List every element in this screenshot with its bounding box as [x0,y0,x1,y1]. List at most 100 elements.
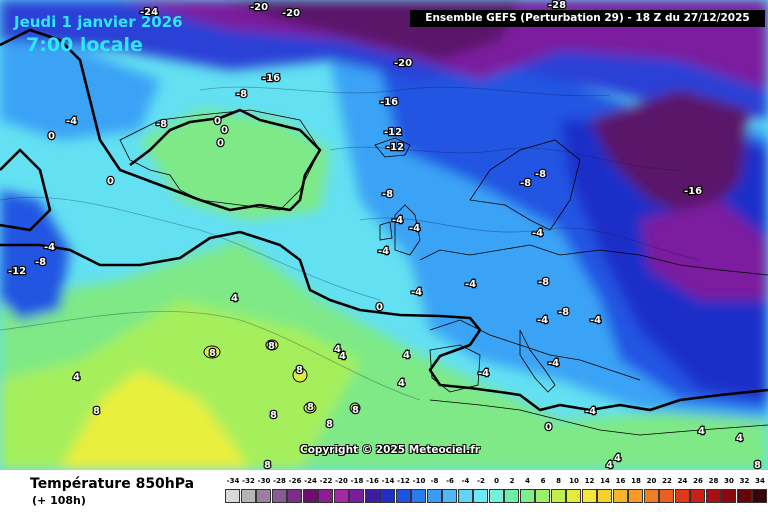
map-label: -4 [478,368,489,379]
map-label: 0 [221,125,228,136]
legend-swatch [674,489,690,503]
legend-swatch [736,489,752,503]
legend-tick: -28 [273,477,286,485]
map-label: 4 [736,433,743,444]
legend-swatch [240,489,256,503]
legend-tick: -16 [366,477,379,485]
legend-swatch [364,489,380,503]
legend-swatch [504,489,519,503]
legend-tick: 14 [600,477,610,485]
scandinavia-cold-core [590,90,750,220]
isotherm-lines [0,86,701,401]
map-label: -20 [282,8,300,19]
legend-tick: 24 [677,477,688,485]
legend-tick: -12 [397,477,410,485]
legend-swatch [225,489,240,503]
map-label: 4 [398,378,405,389]
map-label: -8 [535,169,546,180]
map-label: -4 [590,315,601,326]
legend-tick: -2 [477,477,485,485]
warm-cells [204,340,360,413]
map-label: 8 [270,410,277,421]
map-label: 0 [545,422,552,433]
legend-swatch [256,489,271,503]
legend-tick: -30 [257,477,271,485]
map-label: -4 [66,116,77,127]
map-label: -20 [250,2,268,13]
map-label: 4 [698,426,705,437]
legend-tick: 34 [755,477,765,485]
map-label: -4 [44,242,55,253]
legend-tick: -6 [446,477,454,485]
legend-swatch [752,489,767,503]
map-label: -4 [585,406,596,417]
map-label: -16 [262,73,280,84]
legend-swatch [721,489,736,503]
map-label: -4 [392,215,403,226]
legend-tick: 0 [494,477,499,485]
legend-tick: -32 [242,477,255,485]
legend-tick: -34 [226,477,240,485]
map-label: 0 [214,116,221,127]
map-label: -8 [35,257,46,268]
freezing-isotherm [0,28,768,412]
coastlines [119,109,768,436]
map-label: 8 [326,419,333,430]
legend-swatch [473,489,488,503]
legend-swatch [488,489,504,503]
legend-swatch [550,489,566,503]
map-label: 8 [268,341,275,352]
legend-swatch [566,489,581,503]
legend-swatch [597,489,612,503]
legend-swatch [426,489,442,503]
legend-tick: 30 [724,477,734,485]
map-label: 8 [264,460,271,470]
map-label: -12 [386,142,404,153]
map-label: 4 [614,453,621,464]
map-label: -8 [156,119,167,130]
warmest-zone [60,370,250,470]
map-label: 8 [754,460,761,470]
field-title: Température 850hPa [30,476,195,492]
legend-tick: -26 [288,477,302,485]
temperature-field [0,0,768,470]
legend-swatch [612,489,628,503]
forecast-date: Jeudi 1 janvier 2026 [14,13,183,31]
lead-time: (+ 108h) [32,494,86,507]
legend-tick: 26 [693,477,703,485]
legend-tick: 12 [584,477,595,485]
legend-swatch [519,489,535,503]
map-label: 8 [93,406,100,417]
map-label: -8 [236,89,247,100]
legend-tick: 18 [631,477,641,485]
map-label: -4 [465,279,476,290]
legend-tick: 4 [525,477,530,485]
legend-tick: 2 [509,477,515,485]
map-label: 4 [73,372,80,383]
forecast-local-time: 7:00 locale [26,34,143,56]
legend-swatch [643,489,659,503]
legend-tick: 16 [615,477,626,485]
map-label: -4 [537,315,548,326]
legend-tick: -10 [412,477,426,485]
legend-swatch [690,489,705,503]
legend-tick: 28 [708,477,719,485]
map-label: -16 [380,97,398,108]
map-label: -28 [548,0,566,11]
legend-tick: -14 [381,477,395,485]
map-label: -16 [684,186,702,197]
legend-tick: 22 [662,477,672,485]
copyright-notice: Copyright © 2025 Meteociel.fr [300,444,480,456]
map-labels: -24 -20 -20 -28 -20 -16 -8 -16 -4 -8 0 0… [7,0,762,470]
legend-tick: 32 [739,477,750,485]
legend-swatch [535,489,550,503]
atlantic-cold-pocket [0,190,70,320]
legend-tick: -20 [335,477,348,485]
russia-cold-core [640,200,768,300]
legend-swatch [302,489,318,503]
legend-tick: 8 [556,477,561,485]
legend-tick: 6 [540,477,546,485]
map-label: 4 [403,350,410,361]
legend-tick: -8 [430,477,439,485]
map-label: -4 [532,228,543,239]
